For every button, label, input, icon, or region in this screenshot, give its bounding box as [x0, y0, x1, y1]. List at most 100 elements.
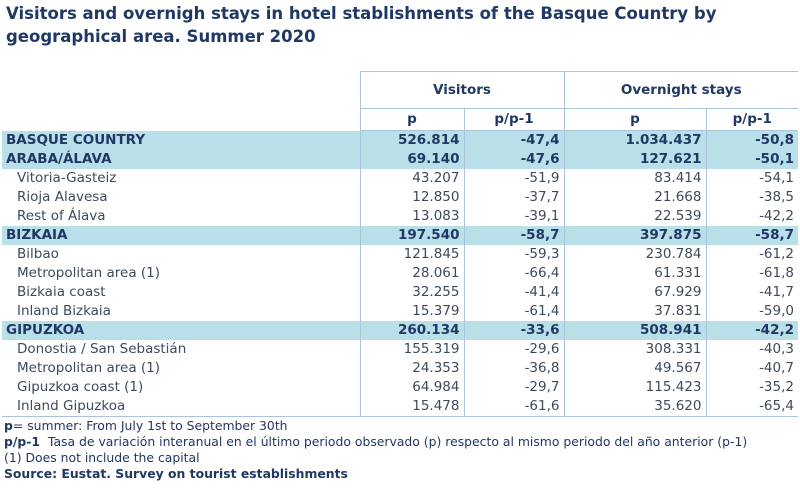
table-row: Donostia / San Sebastián 155.319 -29,6 308.… — [2, 340, 798, 359]
visitors-pp1-cell: -41,4 — [463, 283, 564, 302]
source-line: Source: Eustat. Survey on tourist establ… — [4, 466, 348, 481]
overnight-p-cell: 37.831 — [563, 302, 706, 321]
table-row: Gipuzkoa coast (1) 64.984 -29,7 115.423 -35,… — [2, 378, 798, 397]
header-row-sub: p p/p-1 p p/p-1 — [2, 108, 798, 131]
table-row: Bizkaia coast 32.255 -41,4 67.929 -41,7 — [2, 283, 798, 302]
note-p-text: = summer: From July 1st to September 30t… — [12, 418, 288, 433]
region-row: GIPUZKOA 260.134 -33,6 508.941 -42,2 — [2, 321, 798, 340]
visitors-p-cell: 69.140 — [359, 150, 464, 169]
note-p: p= summer: From July 1st to September 30… — [4, 418, 798, 434]
visitors-pp1-cell: -59,3 — [463, 245, 564, 264]
row-label: Inland Gipuzkoa — [2, 397, 360, 417]
overnight-pp1-cell: -35,2 — [705, 378, 798, 397]
note-pp1-text: Tasa de variación interanual en el últim… — [47, 434, 748, 449]
visitors-p-cell: 197.540 — [359, 226, 464, 245]
table-row: Metropolitan area (1) 24.353 -36,8 49.567 -4… — [2, 359, 798, 378]
visitors-pp1-cell: -47,6 — [463, 150, 564, 169]
header-visitors-p: p — [359, 108, 464, 131]
table-row: Inland Bizkaia 15.379 -61,4 37.831 -59,0 — [2, 302, 798, 321]
row-label: Rioja Alavesa — [17, 189, 108, 205]
overnight-p-cell: 127.621 — [563, 150, 706, 169]
table-row: Inland Gipuzkoa 15.478 -61,6 35.620 -65,4 — [2, 397, 798, 417]
table-row: Vitoria-Gasteiz 43.207 -51,9 83.414 -54,1 — [2, 169, 798, 188]
visitors-p-cell: 155.319 — [359, 340, 464, 359]
header-overnight-stays: Overnight stays — [563, 71, 798, 109]
header-visitors: Visitors — [359, 71, 564, 109]
visitors-p-cell: 12.850 — [359, 188, 464, 207]
header-blank — [2, 72, 360, 109]
overnight-p-cell: 35.620 — [563, 397, 706, 417]
row-label: BASQUE COUNTRY — [2, 130, 360, 150]
table-row: Bilbao 121.845 -59,3 230.784 -61,2 — [2, 245, 798, 264]
overnight-p-cell: 67.929 — [563, 283, 706, 302]
row-label: Bilbao — [17, 246, 59, 262]
row-label: Metropolitan area (1) — [17, 360, 161, 376]
note-pp1: p/p-1 Tasa de variación interanual en el… — [4, 434, 798, 450]
region-row: BASQUE COUNTRY 526.814 -47,4 1.034.437 -50,8 — [2, 130, 798, 150]
page-title: Visitors and overnigh stays in hotel sta… — [6, 4, 717, 46]
visitors-pp1-cell: -61,4 — [463, 302, 564, 321]
note-pp1-key: p/p-1 — [4, 434, 41, 449]
overnight-pp1-cell: -54,1 — [705, 169, 798, 188]
visitors-pp1-cell: -37,7 — [463, 188, 564, 207]
overnight-pp1-cell: -42,2 — [705, 321, 798, 340]
visitors-pp1-cell: -39,1 — [463, 207, 564, 226]
header-blank-2 — [2, 109, 360, 131]
visitors-pp1-cell: -47,4 — [463, 130, 564, 150]
visitors-p-cell: 13.083 — [359, 207, 464, 226]
overnight-pp1-cell: -42,2 — [705, 207, 798, 226]
overnight-pp1-cell: -50,8 — [705, 130, 798, 150]
region-row: ARABA/ÁLAVA 69.140 -47,6 127.621 -50,1 — [2, 150, 798, 169]
visitors-p-cell: 32.255 — [359, 283, 464, 302]
overnight-pp1-cell: -61,8 — [705, 264, 798, 283]
header-row-groups: Visitors Overnight stays — [2, 71, 798, 109]
note-capital: (1) Does not include the capital — [4, 450, 200, 465]
visitors-pp1-cell: -33,6 — [463, 321, 564, 340]
overnight-pp1-cell: -50,1 — [705, 150, 798, 169]
row-label: Metropolitan area (1) — [17, 265, 161, 281]
visitors-pp1-cell: -66,4 — [463, 264, 564, 283]
table-row: Rest of Álava 13.083 -39,1 22.539 -42,2 — [2, 207, 798, 226]
table-row: Metropolitan area (1) 28.061 -66,4 61.331 -6… — [2, 264, 798, 283]
header-overnight-p: p — [563, 108, 706, 131]
row-label: Rest of Álava — [17, 208, 106, 224]
row-label: BIZKAIA — [2, 226, 360, 245]
row-label: Donostia / San Sebastián — [17, 341, 187, 357]
overnight-p-cell: 397.875 — [563, 226, 706, 245]
overnight-pp1-cell: -38,5 — [705, 188, 798, 207]
overnight-p-cell: 22.539 — [563, 207, 706, 226]
overnight-p-cell: 21.668 — [563, 188, 706, 207]
overnight-pp1-cell: -59,0 — [705, 302, 798, 321]
overnight-p-cell: 61.331 — [563, 264, 706, 283]
overnight-p-cell: 1.034.437 — [563, 130, 706, 150]
visitors-p-cell: 526.814 — [359, 130, 464, 150]
table-body: BASQUE COUNTRY 526.814 -47,4 1.034.437 -50,8… — [2, 130, 798, 417]
visitors-p-cell: 121.845 — [359, 245, 464, 264]
row-label: ARABA/ÁLAVA — [2, 150, 360, 169]
row-label: Gipuzkoa coast (1) — [17, 379, 144, 395]
visitors-pp1-cell: -36,8 — [463, 359, 564, 378]
visitors-p-cell: 24.353 — [359, 359, 464, 378]
overnight-pp1-cell: -40,3 — [705, 340, 798, 359]
header-visitors-pp1: p/p-1 — [463, 108, 564, 131]
visitors-p-cell: 43.207 — [359, 169, 464, 188]
overnight-pp1-cell: -58,7 — [705, 226, 798, 245]
overnight-p-cell: 308.331 — [563, 340, 706, 359]
overnight-pp1-cell: -41,7 — [705, 283, 798, 302]
table-row: Rioja Alavesa 12.850 -37,7 21.668 -38,5 — [2, 188, 798, 207]
visitors-pp1-cell: -58,7 — [463, 226, 564, 245]
footnotes: p= summer: From July 1st to September 30… — [4, 418, 798, 482]
visitors-pp1-cell: -29,7 — [463, 378, 564, 397]
stats-table: Visitors Overnight stays p p/p-1 p p/p-1… — [2, 71, 798, 417]
overnight-p-cell: 115.423 — [563, 378, 706, 397]
visitors-pp1-cell: -29,6 — [463, 340, 564, 359]
overnight-pp1-cell: -40,7 — [705, 359, 798, 378]
visitors-pp1-cell: -51,9 — [463, 169, 564, 188]
visitors-p-cell: 64.984 — [359, 378, 464, 397]
row-label: Bizkaia coast — [17, 284, 106, 300]
visitors-p-cell: 28.061 — [359, 264, 464, 283]
overnight-p-cell: 508.941 — [563, 321, 706, 340]
visitors-pp1-cell: -61,6 — [463, 397, 564, 417]
visitors-p-cell: 15.478 — [359, 397, 464, 417]
header-overnight-pp1: p/p-1 — [705, 108, 798, 131]
